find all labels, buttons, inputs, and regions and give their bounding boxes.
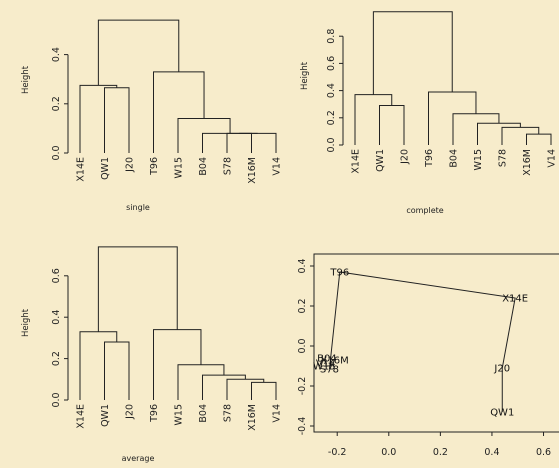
method-label: complete bbox=[406, 206, 443, 215]
point-label: J20 bbox=[493, 364, 510, 375]
leaf-label: J20 bbox=[400, 149, 411, 165]
point-label: B04 bbox=[317, 354, 337, 365]
leaf-label: QW1 bbox=[100, 404, 111, 427]
dendrogram-merge bbox=[526, 133, 552, 145]
mds-scatter-plot: -0.2 0.0 0.2 0.4 0.6 -0.4 -0.2 0.0 0.2 0.4 T96 X14E… bbox=[297, 253, 559, 458]
connecting-line bbox=[328, 271, 516, 412]
dendrogram-merge bbox=[379, 105, 405, 145]
y-tick-label: 0.0 bbox=[326, 137, 337, 152]
y-tick-label: 0.4 bbox=[326, 83, 337, 98]
leaf-label: X14E bbox=[76, 157, 87, 182]
y-axis-title: Height bbox=[21, 65, 31, 94]
dendrogram-merge bbox=[104, 87, 130, 153]
y-tick-label: 0.6 bbox=[326, 56, 337, 71]
dendrogram-merge bbox=[153, 71, 205, 153]
leaf-label: B04 bbox=[449, 149, 460, 168]
leaf-label: W15 bbox=[174, 157, 185, 178]
dendrogram-merge bbox=[202, 132, 258, 153]
leaf-label: S78 bbox=[223, 157, 234, 175]
dendrogram-merge bbox=[354, 94, 393, 145]
leaf-label: T96 bbox=[149, 404, 160, 423]
y-tick-label: 0.8 bbox=[326, 29, 337, 44]
dendrogram-merge bbox=[97, 19, 180, 86]
leaf-label: W15 bbox=[174, 404, 185, 425]
y-tick-label: 0.0 bbox=[297, 338, 308, 353]
x-tick-label: 0.2 bbox=[433, 447, 448, 458]
y-tick-label: 0.2 bbox=[326, 110, 337, 125]
y-tick-label: 0.2 bbox=[51, 96, 62, 111]
point-label: X16M bbox=[321, 356, 349, 367]
leaf-label: T96 bbox=[424, 149, 435, 168]
plot-frame bbox=[313, 253, 559, 433]
y-tick-label: 0.2 bbox=[297, 298, 308, 313]
dendrogram-merge bbox=[79, 84, 118, 153]
point-label: X14E bbox=[502, 294, 528, 305]
point-label: QW1 bbox=[490, 408, 514, 419]
point-label: S78 bbox=[320, 365, 339, 376]
leaf-label: X16M bbox=[247, 404, 258, 431]
x-tick-label: -0.2 bbox=[328, 447, 347, 458]
leaf-label: V14 bbox=[272, 404, 283, 423]
dendrogram-average: 0.0 0.2 0.4 0.6 Height average X14E QW1 J20 T96 W1… bbox=[21, 246, 283, 463]
y-tick-label: 0.0 bbox=[51, 392, 62, 407]
leaf-label: B04 bbox=[198, 404, 209, 423]
x-tick-label: 0.0 bbox=[381, 447, 396, 458]
point-label: V14 bbox=[316, 359, 336, 370]
y-tick-label: 0.4 bbox=[297, 258, 308, 273]
leaf-label: X16M bbox=[247, 157, 258, 184]
leaf-label: X16M bbox=[522, 149, 533, 176]
y-tick-label: 0.0 bbox=[51, 145, 62, 160]
x-tick-label: 0.4 bbox=[484, 447, 499, 458]
dendrogram-merge bbox=[177, 364, 225, 400]
method-label: single bbox=[126, 203, 150, 212]
leaf-label: S78 bbox=[498, 149, 509, 167]
leaf-label: X14E bbox=[76, 404, 87, 429]
point-label: W15 bbox=[313, 362, 336, 373]
dendrogram-merge bbox=[372, 11, 453, 95]
leaf-label: J20 bbox=[125, 404, 136, 420]
y-tick-label: 0.4 bbox=[51, 310, 62, 325]
leaf-label: QW1 bbox=[100, 157, 111, 180]
y-tick-label: 0.2 bbox=[51, 351, 62, 366]
leaf-label: T96 bbox=[149, 157, 160, 176]
x-tick-label: 0.6 bbox=[536, 447, 551, 458]
leaf-label: S78 bbox=[223, 404, 234, 422]
leaf-label: X14E bbox=[351, 149, 362, 174]
leaf-label: QW1 bbox=[375, 149, 386, 172]
dendrogram-single: 0.0 0.2 0.4 Height single X14E QW1 J20 T96 W15 B04… bbox=[21, 19, 283, 212]
leaf-label: W15 bbox=[473, 149, 484, 170]
dendrogram-merge bbox=[428, 91, 477, 145]
leaf-label: J20 bbox=[125, 157, 136, 173]
y-tick-label: 0.6 bbox=[51, 268, 62, 283]
dendrogram-merge bbox=[239, 132, 277, 153]
leaf-label: V14 bbox=[272, 157, 283, 176]
dendrogram-complete: 0.0 0.2 0.4 0.6 0.8 Height complete X14E QW1 J20 T… bbox=[300, 11, 558, 215]
point-label: T96 bbox=[329, 268, 349, 279]
leaf-label: B04 bbox=[198, 157, 209, 176]
dendrogram-merge bbox=[251, 381, 277, 400]
dendrogram-merge bbox=[452, 113, 500, 145]
y-tick-label: -0.2 bbox=[297, 377, 308, 396]
y-tick-label: -0.4 bbox=[297, 417, 308, 436]
method-label: average bbox=[122, 454, 155, 463]
y-axis-title: Height bbox=[21, 308, 31, 337]
leaf-label: V14 bbox=[547, 149, 558, 168]
dendrogram-merge bbox=[226, 132, 252, 153]
dendrogram-merge bbox=[477, 122, 521, 145]
y-tick-label: 0.4 bbox=[51, 47, 62, 62]
dendrogram-merge bbox=[177, 118, 231, 153]
y-axis-title: Height bbox=[300, 61, 310, 90]
dendrogram-merge bbox=[104, 341, 130, 400]
dendrogram-merge bbox=[501, 126, 540, 145]
dendrogram-merge bbox=[97, 246, 178, 332]
